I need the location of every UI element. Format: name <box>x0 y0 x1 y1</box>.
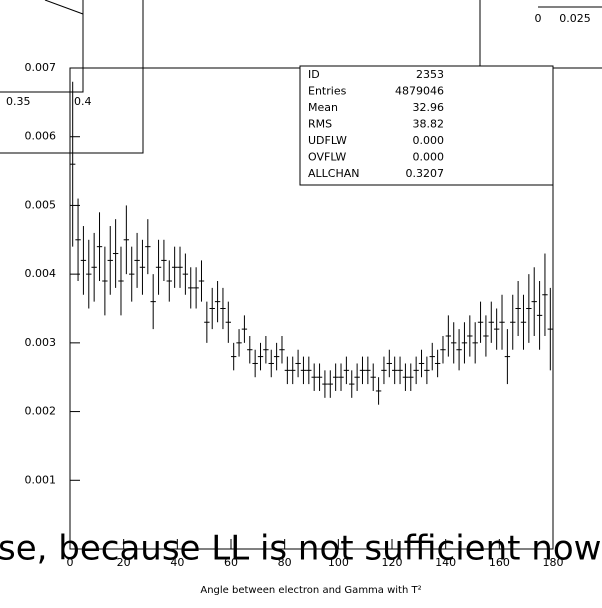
stat-name: ID <box>308 68 320 81</box>
stat-name: RMS <box>308 118 332 131</box>
stat-value: 2353 <box>416 68 444 81</box>
stat-name: OVFLW <box>308 151 346 164</box>
x-tick-label: 60 <box>224 556 238 569</box>
stat-name: ALLCHAN <box>308 167 360 180</box>
inset-frame <box>479 0 602 69</box>
stat-name: UDFLW <box>308 134 347 147</box>
x-tick-label: 180 <box>543 556 564 569</box>
stat-value: 4879046 <box>395 85 444 98</box>
stat-value: 0.000 <box>413 151 445 164</box>
x-tick-label: 140 <box>435 556 456 569</box>
x-axis-label: Angle between electron and Gamma with T² <box>200 585 421 596</box>
x-tick-label: 80 <box>278 556 292 569</box>
y-tick-label: 0.003 <box>25 336 57 349</box>
inset-frame <box>0 0 144 154</box>
stat-value: 0.000 <box>413 134 445 147</box>
inset-tick-label: 0.35 <box>6 95 31 108</box>
stat-value: 32.96 <box>413 101 445 114</box>
x-tick-label: 160 <box>489 556 510 569</box>
x-tick-label: 40 <box>170 556 184 569</box>
inset-line <box>44 0 84 15</box>
inset-tick-label: 0.025 <box>559 12 591 25</box>
y-tick-label: 0.006 <box>25 130 57 143</box>
y-tick-label: 0.002 <box>25 405 57 418</box>
stats-frame <box>299 65 554 186</box>
inset-tick-label: 0 <box>535 12 542 25</box>
inset-tick-label: 0.4 <box>74 95 92 108</box>
stats-box: ID 2353 Entries 4879046 Mean 32.96 RMS 38.82 UDF… <box>299 65 554 186</box>
stat-name: Entries <box>308 85 347 98</box>
y-tick-label: 0.005 <box>25 198 57 211</box>
y-tick-label: 0.001 <box>25 473 57 486</box>
x-tick-label: 100 <box>328 556 349 569</box>
y-tick-label: 0.007 <box>25 61 57 74</box>
overlay-text: se, because LL is not sufficient now <box>0 529 601 569</box>
y-tick-label: 0.004 <box>25 267 57 280</box>
x-tick-label: 120 <box>382 556 403 569</box>
stat-value: 38.82 <box>413 118 445 131</box>
inset-frame <box>0 0 84 93</box>
stat-name: Mean <box>308 101 338 114</box>
stat-value: 0.3207 <box>406 167 445 180</box>
x-tick-label: 20 <box>117 556 131 569</box>
x-tick-label: 0 <box>67 556 74 569</box>
